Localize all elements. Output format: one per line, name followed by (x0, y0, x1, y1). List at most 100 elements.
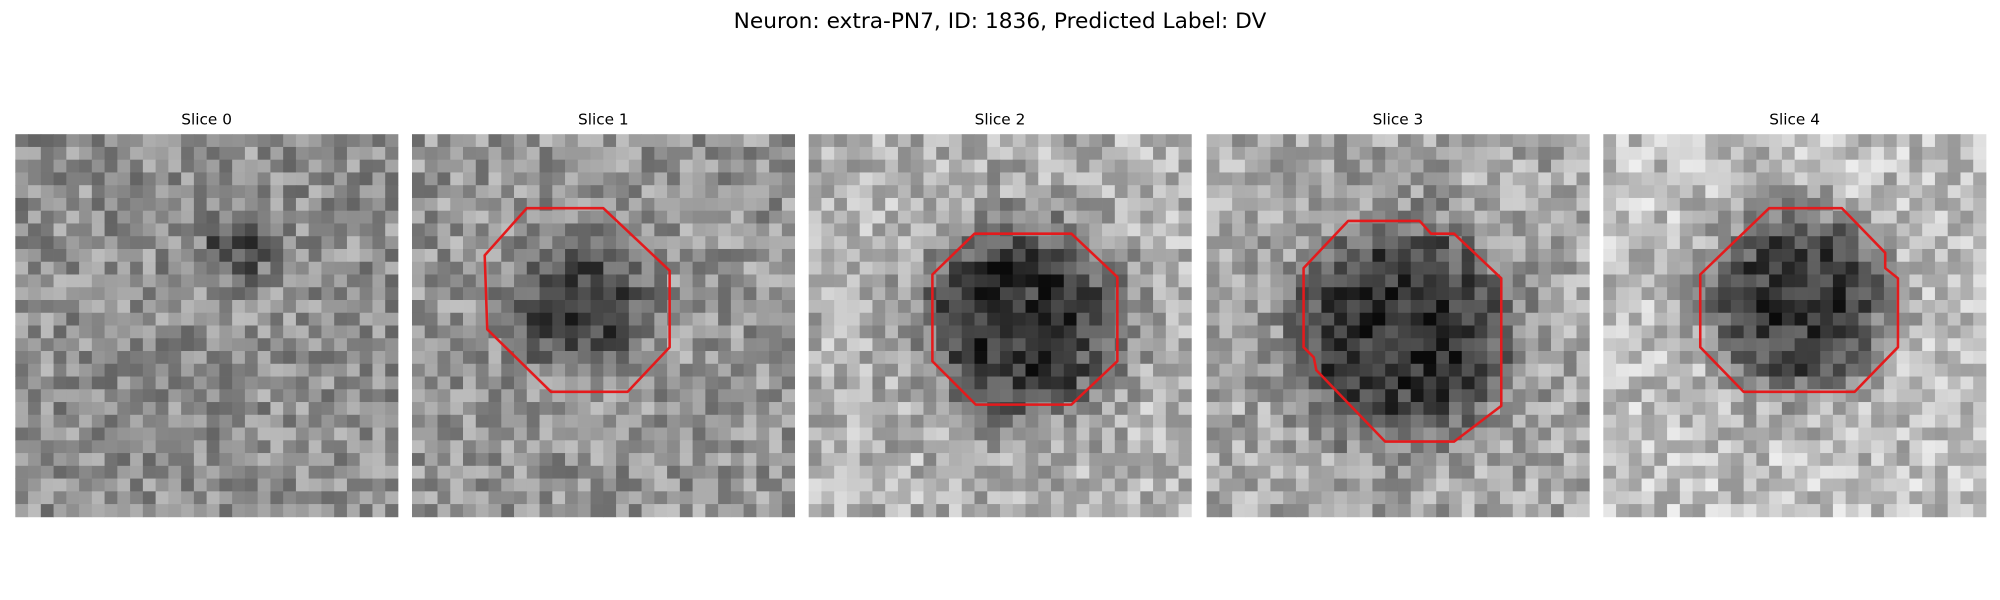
pixel (91, 414, 105, 428)
pixel (1896, 491, 1910, 505)
pixel (104, 414, 118, 428)
pixel (1807, 236, 1821, 250)
pixel (603, 223, 617, 237)
pixel (1140, 300, 1154, 314)
pixel (987, 376, 1001, 390)
pixel (411, 376, 426, 390)
pixel (1781, 210, 1796, 224)
pixel (756, 287, 770, 301)
pixel (769, 325, 783, 339)
pixel (244, 172, 259, 186)
pixel (15, 236, 29, 250)
pixel (66, 172, 80, 186)
pixel (463, 146, 477, 161)
pixel (526, 478, 540, 492)
pixel (53, 134, 67, 148)
pixel (232, 197, 246, 212)
pixel (1718, 146, 1732, 161)
pixel (321, 478, 335, 492)
pixel (1525, 351, 1539, 365)
pixel (1270, 274, 1284, 288)
pixel (936, 402, 950, 416)
pixel (526, 300, 540, 314)
pixel (565, 274, 579, 288)
pixel (808, 325, 822, 339)
pixel (372, 236, 386, 250)
pixel (308, 325, 322, 339)
pixel (463, 465, 477, 479)
pixel (1807, 300, 1821, 314)
pixel (346, 274, 361, 288)
pixel (552, 312, 566, 326)
pixel (859, 389, 873, 403)
pixel (1270, 491, 1284, 505)
pixel (91, 236, 105, 250)
pixel (1794, 376, 1808, 390)
pixel (1270, 197, 1284, 212)
pixel (1781, 312, 1796, 326)
pixel (40, 363, 54, 377)
pixel (1500, 274, 1514, 288)
pixel (1423, 210, 1437, 224)
pixel (1807, 134, 1821, 148)
pixel (1232, 453, 1246, 467)
pixel (1283, 197, 1297, 212)
pixel (679, 300, 693, 314)
pixel (1257, 261, 1271, 275)
pixel (948, 172, 963, 186)
pixel (1334, 402, 1348, 416)
pixel (501, 248, 515, 263)
pixel (1832, 351, 1847, 365)
pixel (821, 491, 835, 505)
pixel (463, 210, 477, 224)
pixel (1743, 325, 1757, 339)
pixel (1000, 300, 1014, 314)
pixel (1000, 453, 1014, 467)
pixel (859, 312, 873, 326)
pixel (1012, 287, 1026, 301)
pixel (692, 261, 706, 275)
pixel (66, 402, 80, 416)
pixel (1051, 210, 1065, 224)
pixel (1769, 312, 1783, 326)
pixel (974, 414, 988, 428)
pixel (79, 389, 93, 403)
pixel (1807, 465, 1821, 479)
pixel (769, 427, 783, 441)
pixel (910, 389, 924, 403)
pixel (142, 312, 156, 326)
pixel (679, 427, 693, 441)
pixel (705, 325, 719, 339)
pixel (603, 414, 617, 428)
pixel (1000, 478, 1014, 492)
pixel (1794, 172, 1808, 186)
pixel (961, 300, 975, 314)
pixel (1487, 402, 1501, 416)
pixel (15, 351, 29, 365)
pixel (91, 491, 105, 505)
pixel (616, 376, 630, 390)
pixel (244, 504, 259, 518)
pixel (168, 197, 182, 212)
pixel (130, 338, 144, 352)
pixel (463, 402, 477, 416)
pixel (1153, 274, 1167, 288)
pixel (1896, 465, 1910, 479)
pixel (590, 146, 604, 161)
pixel (1973, 159, 1987, 173)
pixel (334, 274, 348, 288)
pixel (40, 504, 54, 518)
pixel (1934, 236, 1949, 250)
pixel (1448, 197, 1463, 212)
pixel (1679, 274, 1693, 288)
pixel (1178, 478, 1192, 492)
pixel (130, 465, 144, 479)
pixel (756, 427, 770, 441)
pixel (321, 146, 335, 161)
pixel (79, 325, 93, 339)
pixel (372, 185, 386, 199)
pixel (936, 197, 950, 212)
pixel (1769, 300, 1783, 314)
pixel (295, 185, 310, 199)
pixel (1012, 159, 1026, 173)
